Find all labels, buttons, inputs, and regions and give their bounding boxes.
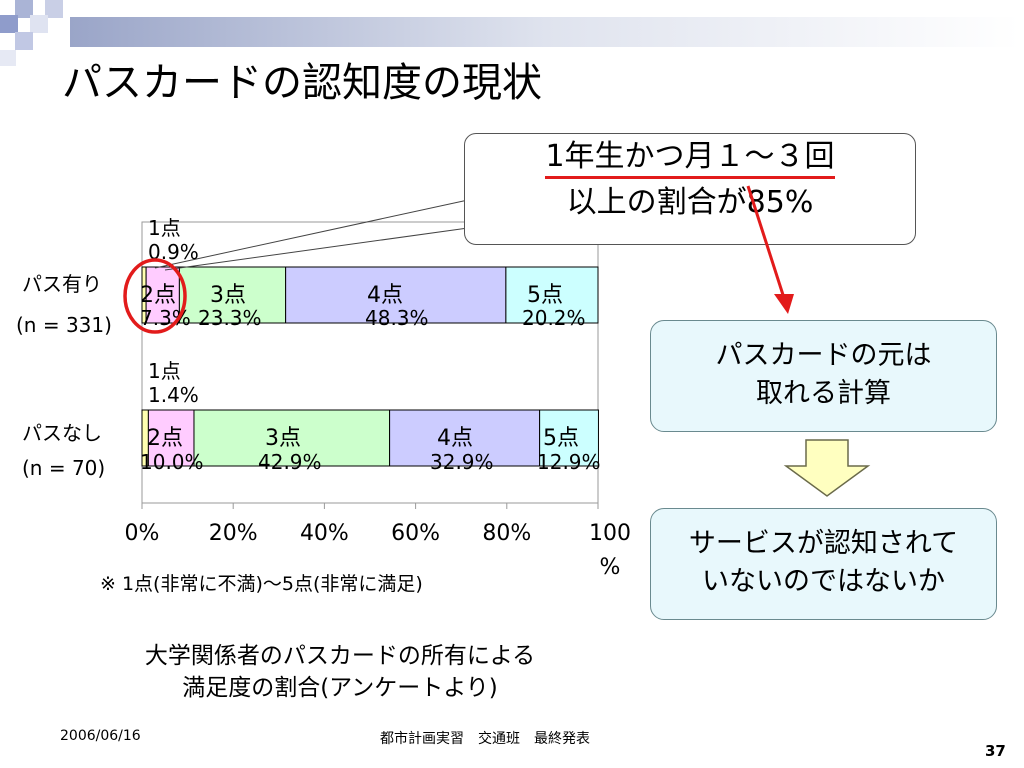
segment-value-label: 10.0% [140,450,204,474]
x-tick-label: 20% [208,521,258,546]
info-box-revenue-line2: 取れる計算 [756,378,891,409]
segment-label: 5点 [527,283,563,308]
red-arrow-head [774,294,794,314]
info-box-awareness: サービスが認知されて いないのではないか [650,508,997,620]
caption-line1: 大学関係者のパスカードの所有による [144,643,536,669]
scale-note: ※ 1点(非常に不満)～5点(非常に満足) [100,573,423,595]
bar-segment-2-3 [193,409,391,467]
page-number: 37 [985,742,1006,760]
segment-label: 5点 [543,426,579,451]
row-n-pass-no: (n = 70) [22,456,106,480]
segment-value-label: 32.9% [430,450,494,474]
chart-caption: 大学関係者のパスカードの所有による 満足度の割合(アンケートより) [0,640,680,704]
bar-segment-1-2 [145,266,180,324]
corner-decoration [0,0,63,66]
segment-label: 1点 [148,359,181,383]
info-box-revenue-line1: パスカードの元は [715,340,932,371]
red-arrow-shaft [746,185,786,299]
info-box-revenue: パスカードの元は 取れる計算 [650,320,997,432]
bars-group [141,266,599,467]
callout-line2: 以上の割合が85% [566,185,814,220]
segment-label: 4点 [437,426,473,451]
bar-segment-1-5 [505,266,599,324]
plot-area-border [141,221,599,504]
x-tick-label: 0% [124,521,160,546]
segment-value-label: 42.9% [258,450,322,474]
callout-box: 1年生かつ月１～３回 以上の割合が85% [464,133,916,245]
title-gradient-bar [70,17,1020,47]
segment-value-label: 12.9% [537,450,601,474]
segment-label: 4点 [367,283,403,308]
x-tick-label: 40% [299,521,349,546]
down-arrow-icon [783,439,871,497]
row-n-pass-yes: (n = 331) [16,313,112,337]
bar-segment-1-3 [178,266,287,324]
segment-value-label: 23.3% [198,306,262,330]
info-box-awareness-line1: サービスが認知されて [688,528,959,559]
segment-label: 3点 [210,283,246,308]
footer-center-text: 都市計画実習 交通班 最終発表 [380,731,590,747]
callout-line1: 1年生かつ月１～３回 [545,138,835,179]
segment-label: 2点 [140,283,176,308]
x-tick-label: 80% [482,521,532,546]
connector-line [154,199,469,269]
segment-value-label: 1.4% [148,383,199,407]
bar-segment-1-4 [285,266,507,324]
segment-label: 2点 [147,426,183,451]
info-box-awareness-line2: いないのではないか [702,566,945,597]
segment-label: 3点 [265,426,301,451]
slide-title: パスカードの認知度の現状 [62,60,542,106]
connector-line [164,227,469,271]
plot-frame [141,221,599,509]
bar-segment-2-5 [539,409,599,467]
row-label-pass-no: パスなし [22,421,102,445]
highlight-circle [123,258,187,334]
x-tick-label: 60% [391,521,441,546]
footer-date: 2006/06/16 [60,728,141,744]
row-label-pass-yes: パス有り [22,272,102,296]
x-tick-label: 100% [589,521,631,580]
segment-value-label: 48.3% [365,306,429,330]
callout-connector [154,199,469,271]
segment-label: 1点 [148,216,181,240]
segment-value-label: 20.2% [522,306,586,330]
caption-line2: 満足度の割合(アンケートより) [182,675,498,701]
